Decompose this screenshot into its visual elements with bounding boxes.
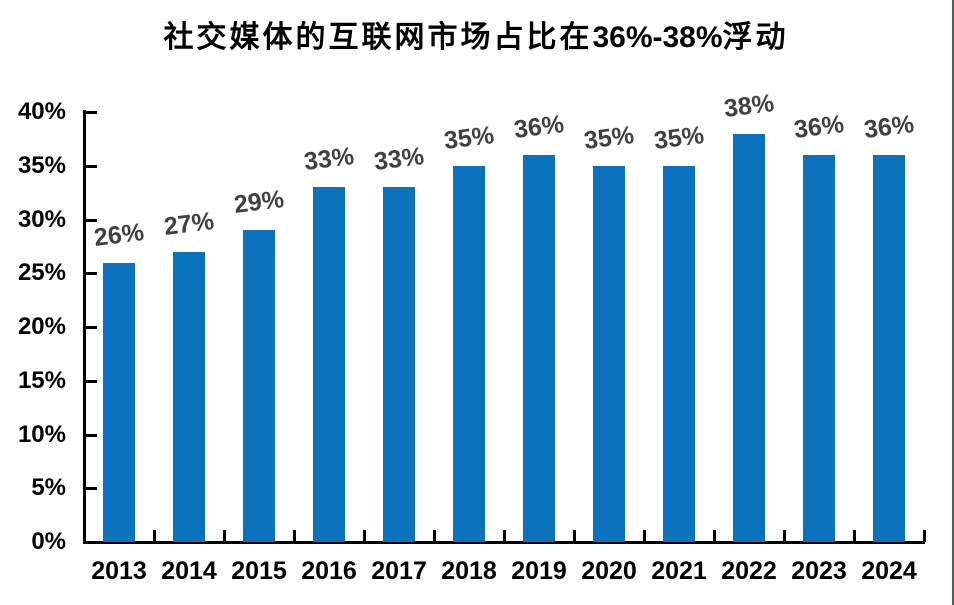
x-axis-tick-mark [363,530,366,542]
x-axis-category-label: 2024 [861,557,917,585]
bar [173,251,205,542]
x-axis-category-label: 2019 [511,557,567,585]
x-axis-tick-mark [713,530,716,542]
chart-title-range: 36%-38% [592,21,723,54]
chart-title-prefix: 社交媒体的互联网市场占比在 [163,21,593,54]
bar [243,230,275,542]
bar [523,155,555,542]
y-axis-tick-label: 15% [17,366,66,394]
y-axis-tick-mark [85,487,97,491]
x-axis-tick-mark [573,530,576,542]
bar [103,262,135,542]
y-axis-tick-mark [85,326,97,329]
bar [733,133,765,542]
x-axis-category-label: 2016 [301,557,357,585]
bar [313,187,345,542]
x-axis-category-label: 2013 [91,557,147,585]
x-axis-category-label: 2018 [441,557,497,585]
y-axis-tick-mark [85,164,97,168]
x-axis-tick-mark [503,530,506,542]
right-edge-line [952,0,954,605]
chart-title-suffix: 浮动 [722,21,789,54]
bar [663,165,695,542]
y-axis-tick-label: 25% [17,259,66,287]
x-axis-tick-mark [783,530,786,542]
x-axis-tick-mark [643,530,646,542]
x-axis-tick-mark [433,530,436,542]
x-axis-tick-mark [153,530,156,542]
bar [453,165,485,542]
x-axis-category-label: 2014 [161,557,217,585]
y-axis-tick-label: 40% [17,98,66,125]
x-axis-line [83,541,925,544]
x-axis-category-label: 2017 [371,557,427,585]
x-axis-tick-mark [293,530,296,542]
y-axis-tick-mark [85,111,97,114]
y-axis-tick-label: 10% [17,420,66,448]
x-axis-category-label: 2023 [791,557,847,585]
y-axis-tick-label: 35% [17,151,66,179]
y-axis-tick-mark [85,218,97,222]
x-axis-category-label: 2022 [721,557,777,585]
x-axis-category-label: 2015 [231,557,287,585]
y-axis-tick-label: 0% [31,528,66,555]
y-axis-tick-label: 30% [17,205,66,233]
y-axis-tick-mark [85,379,97,383]
bar [593,165,625,542]
bar [873,155,905,542]
y-axis-tick-mark [85,433,97,437]
bar [383,187,415,542]
x-axis-tick-mark [923,530,926,542]
y-axis-line [83,110,86,544]
bar-value-label: 29% [232,185,286,220]
bar [803,155,835,542]
x-axis-category-label: 2021 [651,557,707,585]
y-axis-tick-mark [85,272,97,276]
x-axis-category-label: 2020 [581,557,637,585]
chart-title: 社交媒体的互联网市场占比在36%-38%浮动 [0,16,952,60]
y-axis-tick-label: 20% [17,313,66,340]
x-axis-tick-mark [223,530,226,542]
y-axis-tick-label: 5% [31,474,66,502]
x-axis-tick-mark [853,530,856,542]
